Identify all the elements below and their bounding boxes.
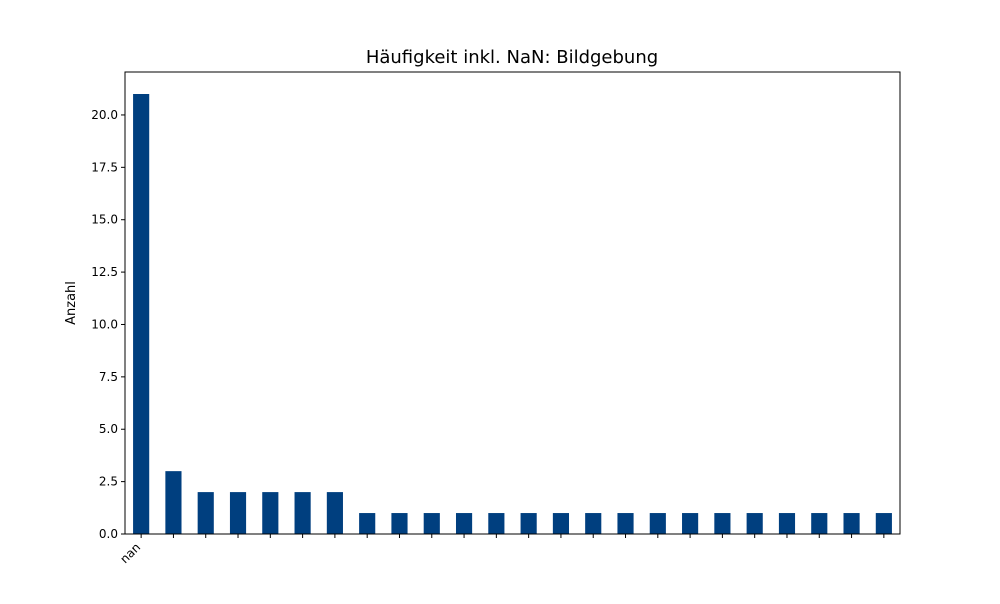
- bar: [520, 513, 537, 534]
- bar: [778, 513, 796, 534]
- y-tick-label: 10.0: [91, 317, 118, 331]
- bar: [455, 513, 473, 534]
- y-tick-label: 20.0: [91, 108, 118, 122]
- bar: [811, 513, 828, 534]
- bar: [617, 513, 634, 534]
- bar: [197, 492, 214, 534]
- bar: [843, 513, 860, 534]
- y-tick-label: 15.0: [91, 213, 118, 227]
- x-tick-label: nan: [117, 540, 143, 566]
- bar: [682, 513, 699, 534]
- bar: [649, 513, 666, 534]
- plot-frame: [124, 71, 901, 535]
- bar: [746, 513, 763, 534]
- bar: [488, 513, 505, 534]
- y-tick-label: 2.5: [99, 475, 118, 489]
- y-tick-label: 17.5: [91, 160, 118, 174]
- bar: [133, 94, 150, 534]
- y-tick-label: 0.0: [99, 527, 118, 541]
- bar: [359, 513, 376, 534]
- bar: [423, 513, 440, 534]
- y-axis-label: Anzahl: [64, 281, 79, 325]
- chart-title: Häufigkeit inkl. NaN: Bildgebung: [366, 47, 658, 68]
- bar: [875, 513, 892, 534]
- bar: [326, 492, 343, 534]
- bar: [262, 492, 279, 534]
- bar: [585, 513, 602, 534]
- y-tick-label: 5.0: [99, 422, 118, 436]
- y-tick-label: 12.5: [91, 265, 118, 279]
- bar: [294, 492, 311, 534]
- bar: [552, 513, 570, 534]
- y-tick-label: 7.5: [99, 370, 118, 384]
- bar: [391, 513, 408, 534]
- bar: [165, 471, 182, 534]
- bar: [229, 492, 247, 534]
- bar: [714, 513, 731, 534]
